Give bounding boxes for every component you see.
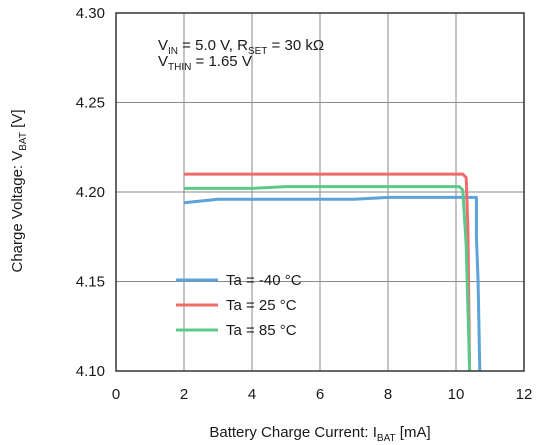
x-tick-label: 0 bbox=[112, 386, 120, 403]
x-tick-label: 12 bbox=[516, 386, 533, 403]
x-tick-label: 4 bbox=[248, 386, 256, 403]
y-tick-label: 4.25 bbox=[76, 95, 105, 112]
y-tick-label: 4.15 bbox=[76, 274, 105, 291]
legend-label-2: Ta = 25 °C bbox=[226, 297, 297, 314]
series-lines bbox=[183, 172, 482, 372]
x-tick-label: 10 bbox=[448, 386, 465, 403]
y-tick-labels: 4.10 4.15 4.20 4.25 4.30 bbox=[76, 5, 105, 380]
y-tick-label: 4.10 bbox=[76, 363, 105, 380]
annotation-conditions-line2: VTHIN = 1.65 V bbox=[158, 53, 252, 73]
annotation-conditions-line1: VIN = 5.0 V, RSET = 30 kΩ bbox=[158, 37, 324, 57]
y-tick-label: 4.30 bbox=[76, 5, 105, 22]
x-axis-label: Battery Charge Current: IBAT [mA] bbox=[209, 424, 430, 444]
legend: Ta = -40 °C Ta = 25 °C Ta = 85 °C bbox=[176, 272, 302, 339]
legend-label-1: Ta = -40 °C bbox=[226, 272, 302, 289]
series-line-3 bbox=[184, 185, 472, 372]
plot-frame bbox=[115, 12, 525, 372]
x-tick-label: 8 bbox=[384, 386, 392, 403]
series-line-2 bbox=[184, 172, 472, 372]
x-tick-label: 2 bbox=[180, 386, 188, 403]
x-tick-label: 6 bbox=[316, 386, 324, 403]
y-axis-label: Charge Voltage: VBAT [V] bbox=[9, 110, 29, 273]
x-tick-labels: 0 2 4 6 8 10 12 bbox=[112, 386, 533, 403]
legend-label-3: Ta = 85 °C bbox=[226, 322, 297, 339]
y-tick-label: 4.20 bbox=[76, 184, 105, 201]
series-line-1 bbox=[183, 195, 482, 372]
